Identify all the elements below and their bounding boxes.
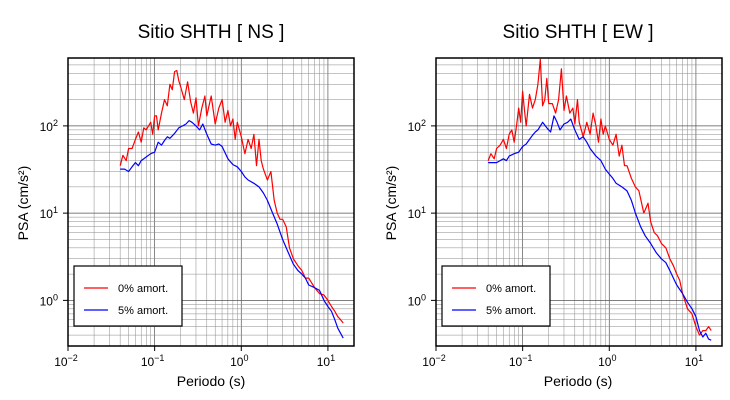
ticks: 10−2 10−1 100 101 100 101 102	[40, 118, 335, 369]
legend-entry-0: 0% amort.	[486, 283, 536, 295]
legend: 0% amort. 5% amort.	[441, 265, 551, 327]
y-tick-label: 101	[40, 205, 58, 221]
legend: 0% amort. 5% amort.	[73, 265, 183, 327]
plot-area	[119, 69, 344, 339]
series-line-0	[119, 69, 344, 324]
x-tick-label: 100	[598, 353, 616, 369]
x-axis-label: Periodo (s)	[177, 373, 245, 389]
chart-ns: Sitio SHTH [ NS ] 10−2 10−1 100 10110010110…	[15, 22, 355, 389]
legend-entry-0: 0% amort.	[118, 283, 168, 295]
chart-title: Sitio SHTH [ NS ]	[138, 22, 285, 43]
series-line-0	[487, 58, 712, 336]
y-tick-label: 101	[408, 205, 426, 221]
x-tick-label: 10−2	[54, 353, 78, 369]
plot-frame	[435, 57, 723, 347]
series-line-1	[120, 119, 344, 339]
legend-box	[441, 265, 551, 327]
x-tick-label: 10−1	[141, 353, 165, 369]
ticks: 10−2 10−1 100 101 100 101 102	[408, 118, 703, 369]
x-tick-label: 10−2	[422, 353, 446, 369]
x-axis-label: Periodo (s)	[544, 373, 612, 389]
x-tick-label: 10−1	[509, 353, 533, 369]
y-tick-label: 102	[408, 118, 426, 134]
y-tick-label: 100	[408, 292, 426, 308]
x-tick-label: 101	[685, 353, 703, 369]
x-tick-label: 100	[230, 353, 248, 369]
y-tick-label: 102	[40, 118, 58, 134]
legend-entry-1: 5% amort.	[118, 305, 168, 317]
series-line-1	[488, 115, 712, 341]
grid	[67, 57, 355, 347]
chart-title: Sitio SHTH [ EW ]	[503, 22, 654, 43]
plot-frame	[67, 57, 355, 347]
legend-box	[73, 265, 183, 327]
plot-area	[487, 58, 712, 341]
x-tick-label: 101	[317, 353, 335, 369]
chart-ew: Sitio SHTH [ EW ] 10−2 10−1 100 10110010110…	[383, 22, 723, 389]
y-axis-label: PSA (cm/s²)	[15, 166, 31, 241]
legend-entry-1: 5% amort.	[486, 305, 536, 317]
y-axis-label: PSA (cm/s²)	[383, 166, 399, 241]
y-tick-label: 100	[40, 292, 58, 308]
